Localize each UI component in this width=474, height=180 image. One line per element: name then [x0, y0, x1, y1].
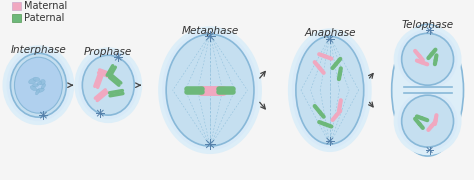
Ellipse shape — [296, 36, 364, 144]
Ellipse shape — [166, 34, 254, 146]
Ellipse shape — [30, 86, 36, 91]
Ellipse shape — [392, 24, 464, 156]
Ellipse shape — [74, 47, 142, 123]
Ellipse shape — [398, 91, 457, 151]
Ellipse shape — [158, 26, 262, 154]
Ellipse shape — [37, 81, 42, 85]
Ellipse shape — [32, 84, 38, 87]
FancyBboxPatch shape — [12, 14, 21, 22]
Text: Metaphase: Metaphase — [182, 26, 239, 36]
Ellipse shape — [401, 95, 454, 147]
Ellipse shape — [10, 53, 66, 117]
Ellipse shape — [288, 28, 372, 152]
Text: Telophase: Telophase — [401, 20, 454, 30]
Ellipse shape — [36, 89, 39, 95]
Ellipse shape — [15, 57, 63, 113]
Ellipse shape — [398, 29, 457, 89]
Ellipse shape — [28, 78, 36, 84]
FancyBboxPatch shape — [12, 2, 21, 10]
Ellipse shape — [82, 55, 134, 115]
Ellipse shape — [36, 88, 44, 92]
Ellipse shape — [78, 51, 138, 119]
Ellipse shape — [401, 33, 454, 85]
Text: Anaphase: Anaphase — [304, 28, 356, 38]
Ellipse shape — [396, 28, 459, 152]
Ellipse shape — [33, 77, 40, 81]
Ellipse shape — [7, 49, 70, 121]
Text: Interphase: Interphase — [10, 45, 66, 55]
Ellipse shape — [40, 80, 45, 85]
Ellipse shape — [394, 25, 462, 93]
Ellipse shape — [292, 32, 368, 148]
Ellipse shape — [162, 30, 258, 150]
Text: Prophase: Prophase — [84, 47, 132, 57]
Ellipse shape — [2, 45, 74, 125]
Text: Maternal: Maternal — [25, 1, 68, 11]
Text: Paternal: Paternal — [25, 13, 65, 23]
Ellipse shape — [41, 84, 46, 89]
Ellipse shape — [394, 87, 462, 155]
